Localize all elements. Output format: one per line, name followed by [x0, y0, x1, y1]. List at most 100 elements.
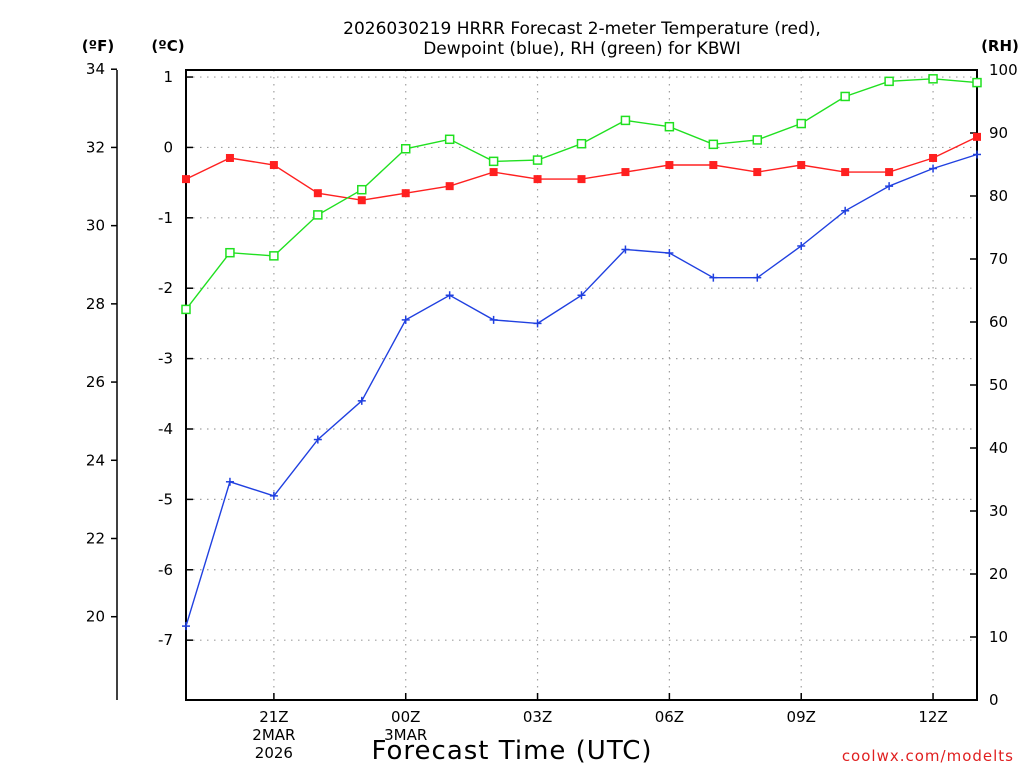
rh-tick-label: 50 [989, 376, 1008, 394]
rh-tick-label: 30 [989, 502, 1008, 520]
celsius-tick-label: -2 [158, 279, 173, 297]
temperature-point [665, 161, 674, 170]
relative-humidity-point [796, 118, 806, 129]
dewpoint-point [797, 241, 806, 250]
dewpoint-point [269, 491, 278, 500]
dewpoint-point [445, 291, 454, 300]
dewpoint-point [665, 249, 674, 258]
temperature-series [182, 132, 981, 205]
relative-humidity-point [620, 115, 631, 126]
fahrenheit-tick-label: 20 [86, 608, 105, 626]
temperature-point [401, 189, 410, 198]
relative-humidity-point [313, 210, 323, 220]
x-tick-label: 12Z [918, 708, 947, 726]
fahrenheit-tick-label: 28 [86, 295, 105, 313]
celsius-unit-label: (ºC) [151, 37, 184, 55]
dewpoint-point [841, 206, 850, 215]
relative-humidity-line [185, 78, 978, 310]
dewpoint-point [973, 150, 981, 159]
plot-frame [185, 69, 978, 701]
x-tick-label: 09Z [787, 708, 816, 726]
x-tick-label: 3MAR [384, 726, 427, 744]
fahrenheit-tick-label: 24 [86, 451, 105, 469]
x-tick-label: 03Z [523, 708, 552, 726]
temperature-point [313, 189, 322, 198]
chart-title-line-2: Dewpoint (blue), RH (green) for KBWI [423, 39, 741, 59]
rh-unit-label: (RH) [981, 37, 1019, 55]
relative-humidity-point [664, 121, 675, 132]
temperature-point [929, 153, 938, 162]
celsius-tick-label: -3 [158, 350, 173, 368]
relative-humidity-point [488, 156, 499, 167]
x-tick-label: 00Z [391, 708, 420, 726]
grid-lines [186, 70, 977, 700]
temperature-point [269, 161, 278, 170]
temperature-point [225, 153, 234, 162]
rh-tick-label: 40 [989, 439, 1008, 457]
temperature-point [753, 168, 762, 177]
rh-tick-label: 70 [989, 250, 1008, 268]
relative-humidity-point [840, 91, 850, 102]
rh-tick-label: 90 [989, 124, 1008, 142]
dewpoint-point [533, 319, 542, 328]
dewpoint-point [225, 477, 234, 486]
temperature-point [621, 168, 630, 177]
dewpoint-line [185, 153, 978, 627]
temperature-point [357, 196, 366, 205]
axis-ticks [111, 68, 977, 701]
dewpoint-point [709, 273, 718, 282]
celsius-tick-label: -7 [158, 631, 173, 649]
x-axis-label: Forecast Time (UTC) [371, 736, 652, 766]
celsius-tick-label: 0 [163, 138, 173, 156]
relative-humidity-point [269, 251, 279, 261]
temperature-point [885, 168, 894, 177]
relative-humidity-point [928, 74, 938, 84]
relative-humidity-point [576, 138, 587, 149]
relative-humidity-point [444, 134, 455, 145]
temperature-point [533, 175, 542, 184]
fahrenheit-tick-label: 22 [86, 529, 105, 547]
relative-humidity-series [181, 74, 982, 315]
relative-humidity-point [884, 76, 894, 87]
relative-humidity-point [400, 144, 411, 154]
celsius-tick-label: -5 [158, 490, 173, 508]
celsius-tick-label: 1 [163, 68, 173, 86]
fahrenheit-tick-label: 26 [86, 373, 105, 391]
rh-tick-label: 10 [989, 628, 1008, 646]
temperature-point [709, 161, 718, 170]
fahrenheit-unit-label: (ºF) [82, 37, 114, 55]
relative-humidity-point [357, 184, 367, 195]
rh-tick-label: 80 [989, 187, 1008, 205]
temperature-point [577, 175, 586, 184]
series-layer [181, 74, 982, 631]
fahrenheit-tick-label: 34 [86, 60, 105, 78]
dewpoint-point [929, 164, 938, 173]
dewpoint-point [577, 291, 586, 300]
temperature-point [841, 168, 850, 177]
x-tick-label: 06Z [655, 708, 684, 726]
fahrenheit-tick-label: 30 [86, 217, 105, 235]
x-tick-label: 21Z [259, 708, 288, 726]
rh-tick-label: 60 [989, 313, 1008, 331]
rh-tick-label: 0 [989, 691, 999, 709]
temperature-point [182, 175, 190, 184]
relative-humidity-point [532, 155, 543, 165]
dewpoint-point [621, 245, 630, 254]
dewpoint-point [401, 315, 410, 324]
celsius-tick-label: -6 [158, 561, 173, 579]
relative-humidity-point [972, 77, 982, 88]
relative-humidity-point [181, 304, 191, 315]
relative-humidity-point [752, 135, 763, 145]
rh-tick-label: 100 [989, 61, 1018, 79]
credit-text: coolwx.com/modelts [842, 747, 1014, 765]
dewpoint-series [182, 150, 981, 631]
celsius-tick-label: -1 [158, 209, 173, 227]
temperature-point [973, 132, 981, 141]
dewpoint-point [313, 435, 322, 444]
temperature-point [489, 168, 498, 177]
dewpoint-point [753, 273, 762, 282]
x-tick-label: 2026 [255, 744, 293, 762]
x-tick-label: 2MAR [252, 726, 295, 744]
